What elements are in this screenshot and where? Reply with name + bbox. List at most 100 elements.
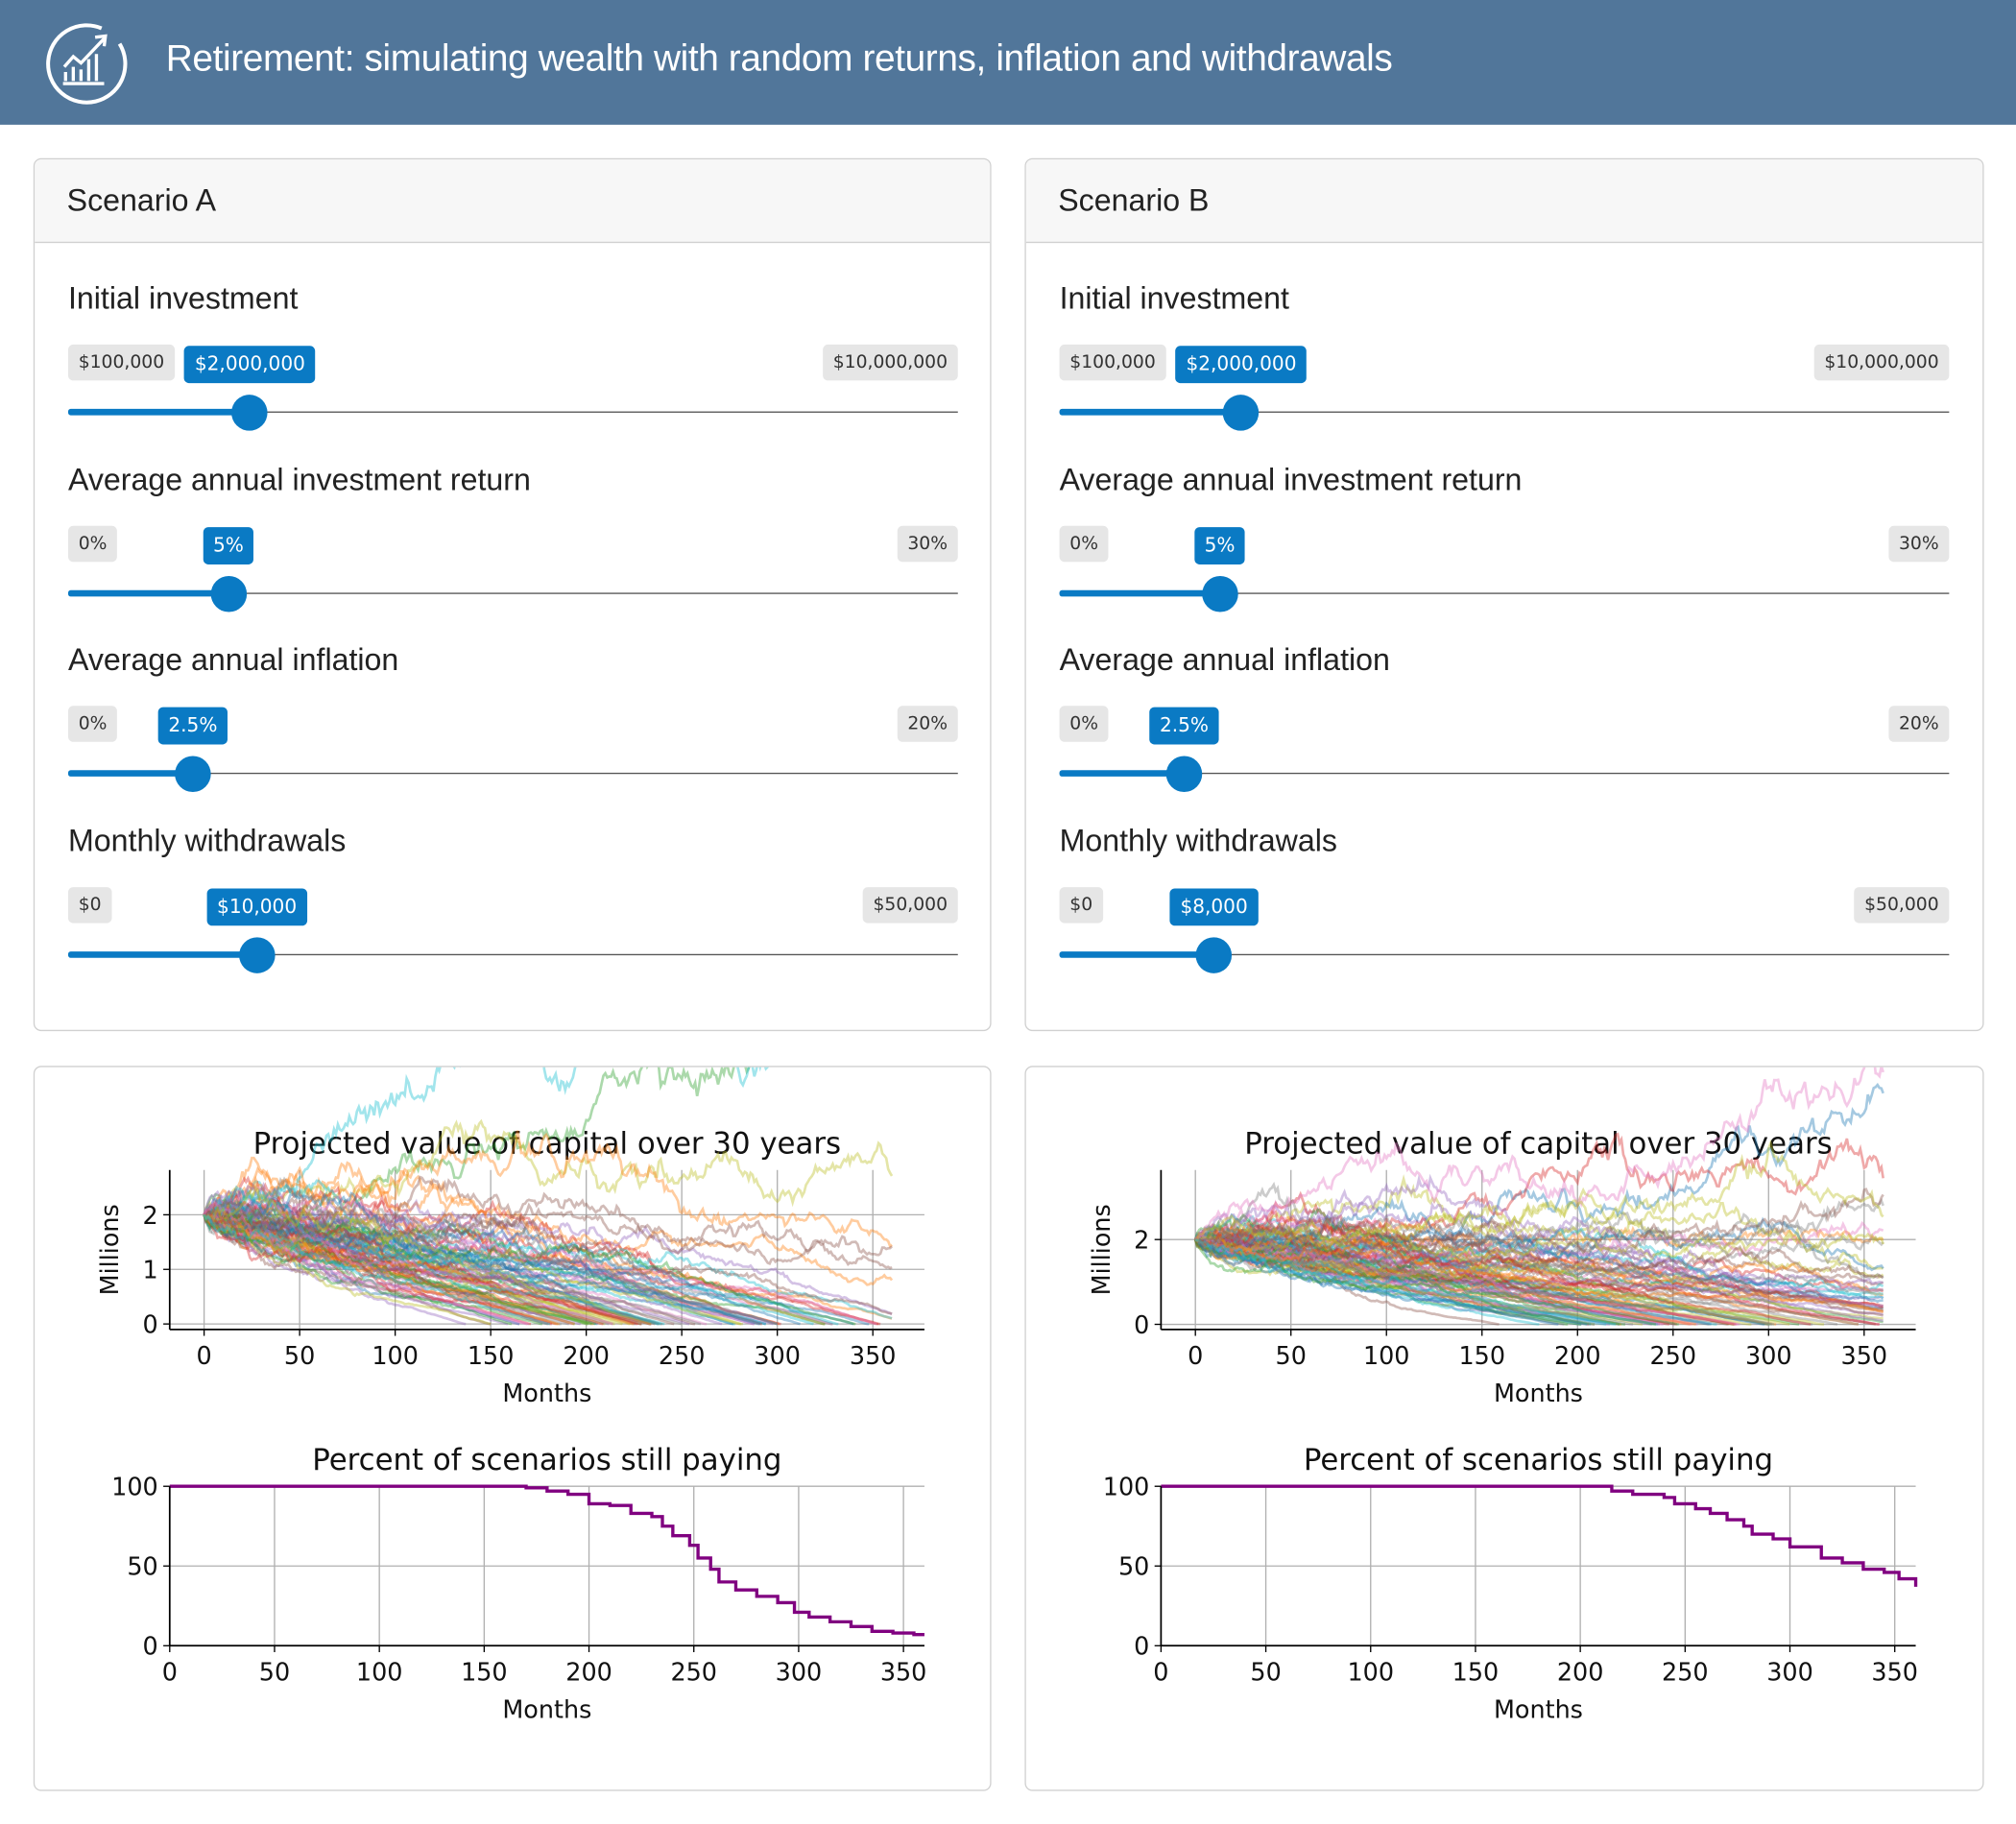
slider-track[interactable] [1059, 772, 1950, 775]
y-tick-label: 2 [143, 1201, 158, 1230]
simulated-path-line [1194, 1237, 1588, 1326]
card-title: Scenario A [66, 183, 217, 219]
chart-title: Percent of scenarios still paying [1304, 1443, 1773, 1477]
simulated-path-line [203, 1210, 532, 1326]
slider-min-label: $100,000 [1059, 344, 1166, 381]
slider-max-label: 20% [897, 706, 958, 742]
simulated-path-line [1194, 1220, 1884, 1264]
simulated-path-line [203, 1195, 839, 1326]
simulated-path-line [1194, 1235, 1884, 1293]
slider-handle[interactable] [1223, 395, 1260, 431]
simulated-path-line [203, 1207, 642, 1326]
x-tick-label: 150 [468, 1341, 515, 1370]
simulated-path-line [203, 1212, 736, 1326]
simulated-path-line [204, 1210, 743, 1326]
scenario-a-charts: 0 50 100 150 200 250 300 350 0 1 2 Projected value … [95, 1067, 926, 1723]
simulated-path-line [203, 1191, 801, 1326]
simulated-path-line [1194, 1233, 1569, 1326]
slider-group-initial-investment: Initial investment $100,000 $10,000,000 … [1059, 281, 1950, 462]
scenario-b-charts: 0 50 100 150 200 250 300 350 0 2 Projected value o… [1087, 1067, 1918, 1723]
simulated-path-line [1194, 1201, 1884, 1270]
simulated-path-line [1194, 1219, 1884, 1317]
slider-handle[interactable] [1195, 936, 1233, 973]
x-tick-label: 200 [563, 1341, 610, 1370]
x-tick-label: 200 [565, 1657, 612, 1686]
simulated-path-line [1194, 1234, 1884, 1300]
simulated-path-line [1194, 1231, 1739, 1326]
simulated-path-line [203, 1203, 652, 1326]
simulated-path-line [1193, 1206, 1740, 1326]
y-tick-label: 1 [143, 1256, 158, 1284]
simulated-path-line [1194, 1230, 1698, 1326]
slider-track[interactable] [1059, 591, 1950, 594]
slider-track[interactable] [67, 772, 958, 775]
simulated-path-line [203, 1203, 528, 1326]
x-tick-label: 200 [1554, 1341, 1601, 1370]
x-tick-label: 0 [1188, 1341, 1203, 1370]
slider-fill [67, 408, 251, 416]
slider-group-monthly-withdrawals: Monthly withdrawals $0 $50,000 $10,000 [67, 823, 958, 1004]
simulated-path-line [203, 1156, 894, 1286]
simulated-path-line [204, 1190, 877, 1326]
scenario-a-charts-card: 0 50 100 150 200 250 300 350 0 1 2 Projected value … [33, 1066, 992, 1791]
simulated-path-line [1193, 1214, 1884, 1312]
slider-handle[interactable] [238, 936, 276, 973]
slider-min-label: 0% [67, 525, 118, 562]
y-tick-label: 2 [1134, 1226, 1149, 1255]
simulated-path-line [203, 1199, 833, 1326]
y-tick-label: 0 [143, 1632, 158, 1661]
simulated-path-line [203, 1175, 894, 1257]
scenario-b-controls-card: Scenario B Initial investment $100,000 $… [1024, 157, 1984, 1032]
simulated-path-line [203, 1194, 604, 1326]
slider-group-average-annual-investment-return: Average annual investment return 0% 30% … [1059, 462, 1950, 642]
simulated-path-line [204, 1213, 543, 1326]
simulated-path-line [204, 1212, 576, 1326]
x-tick-label: 250 [1662, 1657, 1709, 1686]
simulated-path-line [203, 1213, 652, 1326]
simulated-path-line [204, 1208, 696, 1326]
slider-handle[interactable] [175, 756, 211, 793]
simulated-path-line [1194, 1236, 1620, 1326]
slider-group-average-annual-investment-return: Average annual investment return 0% 30% … [67, 462, 958, 642]
slider-handle[interactable] [231, 395, 269, 431]
slider-value-label: 5% [1193, 526, 1246, 564]
x-tick-label: 150 [461, 1657, 508, 1686]
slider-handle[interactable] [210, 575, 247, 612]
simulated-path-line [203, 1209, 635, 1326]
simulated-path-line [204, 1188, 870, 1326]
x-tick-label: 350 [1871, 1657, 1918, 1686]
simulated-path-line [1194, 1224, 1777, 1326]
simulated-path-line [203, 1213, 613, 1326]
simulated-path-line [203, 1192, 690, 1326]
simulated-path-line [1195, 1216, 1880, 1326]
simulated-path-line [1195, 1232, 1596, 1326]
slider-label: Monthly withdrawals [67, 823, 347, 858]
x-tick-label: 200 [1557, 1657, 1604, 1686]
slider-fill [1059, 950, 1214, 958]
slider-track[interactable] [67, 411, 958, 413]
simulated-path-line [203, 1194, 631, 1326]
x-tick-label: 0 [1153, 1657, 1168, 1686]
simulated-path-line [203, 1209, 596, 1326]
slider-track[interactable] [1059, 953, 1950, 955]
simulated-path-line [203, 1213, 763, 1326]
simulated-path-line [1193, 1238, 1677, 1326]
simulated-path-line [203, 1213, 660, 1326]
simulated-path-line [204, 1067, 769, 1224]
simulated-path-line [1194, 1229, 1669, 1326]
x-axis-label: Months [1494, 1694, 1583, 1723]
x-tick-label: 0 [197, 1341, 212, 1370]
y-tick-label: 100 [1103, 1473, 1150, 1501]
slider-track[interactable] [67, 953, 958, 955]
x-tick-label: 50 [1276, 1341, 1307, 1370]
simulated-path-line [1194, 1235, 1590, 1326]
slider-value-label: $8,000 [1169, 887, 1259, 925]
simulated-path-line [203, 1213, 492, 1326]
simulated-path-line [1194, 1188, 1884, 1259]
slider-track[interactable] [1059, 411, 1950, 413]
slider-handle[interactable] [1165, 756, 1203, 793]
simulated-path-line [1193, 1232, 1884, 1297]
slider-handle[interactable] [1201, 575, 1238, 612]
slider-track[interactable] [67, 591, 958, 594]
simulated-path-line [203, 1192, 833, 1326]
